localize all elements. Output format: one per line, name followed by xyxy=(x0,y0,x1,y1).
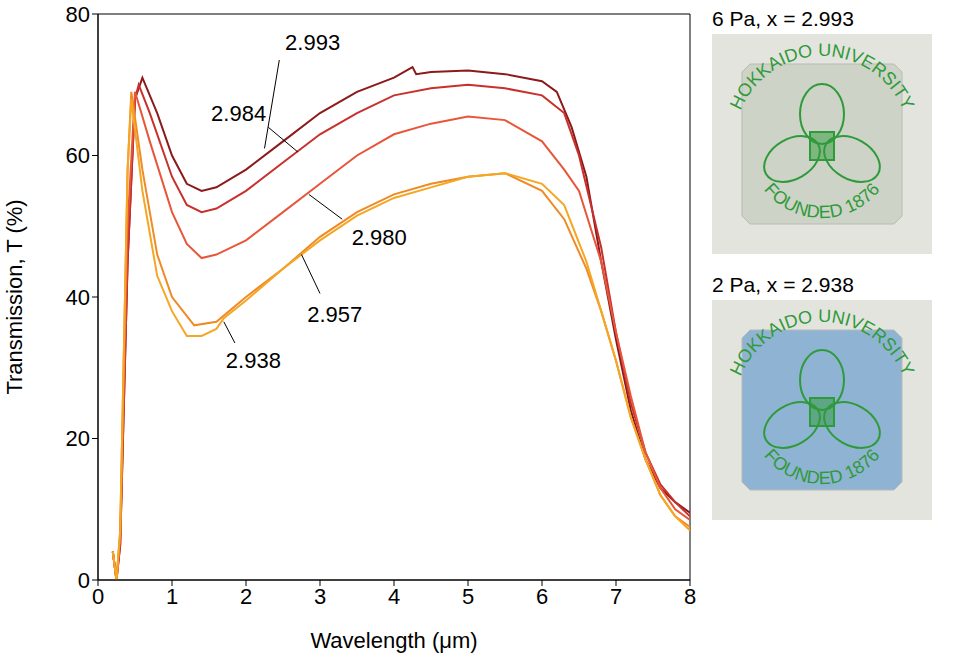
svg-text:4: 4 xyxy=(388,584,400,609)
svg-text:2.938: 2.938 xyxy=(226,348,281,373)
svg-text:20: 20 xyxy=(66,426,90,451)
html-text:2 Pa, x = 2.938: 2 Pa, x = 2.938 xyxy=(712,273,854,296)
svg-text:HOKKAIDO UNIVERSITY: HOKKAIDO UNIVERSITY xyxy=(726,40,918,113)
svg-text:FOUNDED 1876: FOUNDED 1876 xyxy=(761,445,884,488)
svg-text:2.980: 2.980 xyxy=(352,225,407,250)
svg-text:7: 7 xyxy=(610,584,622,609)
svg-text:2.984: 2.984 xyxy=(211,101,266,126)
svg-text:Wavelength (μm): Wavelength (μm) xyxy=(310,628,477,653)
svg-text:FOUNDED 1876: FOUNDED 1876 xyxy=(761,179,884,222)
svg-text:Transmission, T (%): Transmission, T (%) xyxy=(2,199,27,394)
html-text:6 Pa, x = 2.993: 6 Pa, x = 2.993 xyxy=(712,7,854,30)
svg-text:1: 1 xyxy=(166,584,178,609)
svg-text:3: 3 xyxy=(314,584,326,609)
svg-text:80: 80 xyxy=(66,2,90,27)
svg-text:0: 0 xyxy=(92,584,104,609)
svg-text:60: 60 xyxy=(66,143,90,168)
svg-text:40: 40 xyxy=(66,285,90,310)
svg-text:2: 2 xyxy=(240,584,252,609)
svg-text:2.993: 2.993 xyxy=(285,30,340,55)
svg-text:5: 5 xyxy=(462,584,474,609)
svg-text:0: 0 xyxy=(78,568,90,593)
svg-text:HOKKAIDO UNIVERSITY: HOKKAIDO UNIVERSITY xyxy=(726,306,918,379)
svg-text:2.957: 2.957 xyxy=(307,302,362,327)
svg-text:6: 6 xyxy=(536,584,548,609)
svg-text:8: 8 xyxy=(684,584,696,609)
